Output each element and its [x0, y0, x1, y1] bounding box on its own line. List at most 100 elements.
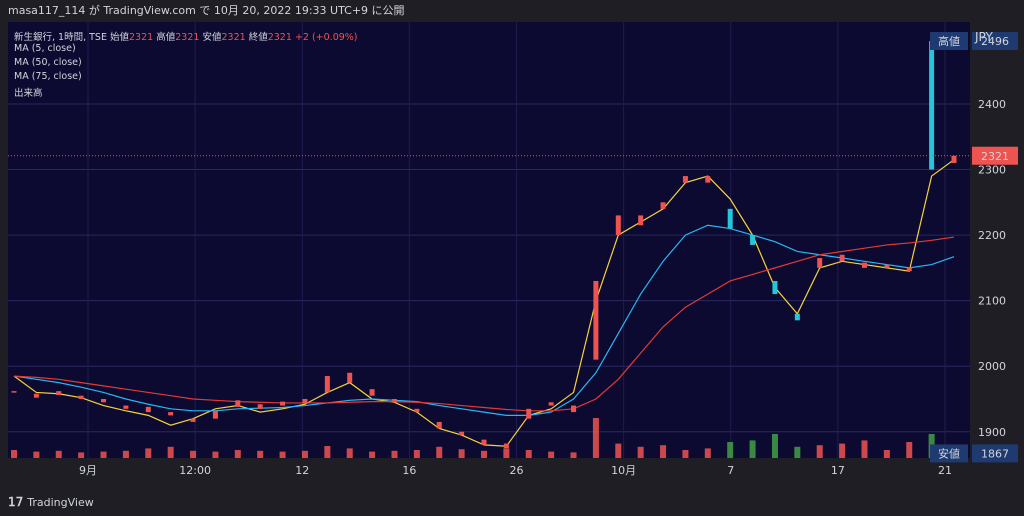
- legend-close-value: 2321: [267, 32, 292, 43]
- volume-bar: [122, 450, 129, 458]
- volume-bar: [682, 450, 689, 458]
- time-axis-background: [0, 458, 970, 488]
- candle: [548, 402, 554, 406]
- ma75-line: [13, 236, 955, 412]
- candle: [257, 404, 263, 409]
- legend-ma50[interactable]: MA (50, close): [14, 57, 82, 68]
- volume-bar: [906, 442, 913, 458]
- legend-high-value: 2321: [175, 32, 200, 43]
- low-tag-value: 1867: [981, 447, 1009, 460]
- volume-bar: [525, 450, 532, 458]
- ma50-line: [13, 224, 955, 416]
- volume-bar: [839, 443, 846, 458]
- high-tag-label: 高値: [938, 34, 960, 48]
- brand-label: TradingView: [27, 495, 94, 509]
- candle: [593, 280, 599, 360]
- volume-bar: [234, 450, 241, 458]
- legend-low-label: 安値: [202, 32, 222, 43]
- candle: [324, 376, 330, 393]
- candle: [571, 405, 577, 413]
- volume-bar: [346, 448, 353, 458]
- footer: 𝟣𝟩 TradingView: [0, 488, 1024, 516]
- volume-bar: [257, 450, 264, 458]
- volume-bar: [883, 450, 890, 458]
- candle: [391, 398, 397, 403]
- candle: [682, 176, 688, 183]
- candle: [11, 391, 17, 393]
- volume-bar: [548, 451, 555, 458]
- plot-background: [8, 22, 970, 458]
- x-tick-label: 26: [510, 464, 524, 477]
- volume-bar: [660, 445, 667, 458]
- volume-bar: [33, 451, 40, 458]
- candle: [638, 215, 644, 226]
- legend-change: +2 (+0.09%): [294, 32, 358, 43]
- tag-layer: 高値 2496 安値 1867 2321: [8, 32, 1018, 463]
- candle: [750, 235, 756, 245]
- grid: [8, 22, 970, 458]
- candle: [190, 418, 196, 422]
- candle: [459, 431, 465, 436]
- candle: [615, 215, 621, 236]
- candle: [123, 405, 129, 409]
- volume-bar: [637, 446, 644, 458]
- chart-svg[interactable]: 1900 2000 2100 2200 2300 2400 9月 12:00 12 16 26 10月…: [0, 22, 1024, 488]
- y-tick-label: 2000: [978, 360, 1006, 373]
- candle: [280, 401, 286, 406]
- volume-bar: [749, 440, 756, 458]
- legend-open-value: 2321: [129, 32, 154, 43]
- volume-bar: [727, 442, 734, 458]
- legend-high-label: 高値: [156, 32, 176, 43]
- legend-ma75[interactable]: MA (75, close): [14, 71, 82, 82]
- legend-main: 新生銀行, 1時間, TSE 始値2321 高値2321 安値2321 終値23…: [14, 29, 358, 43]
- y-tick-label: 1900: [978, 426, 1006, 439]
- y-tick-label: 2300: [978, 164, 1006, 177]
- candle: [56, 391, 62, 396]
- volume-bar: [413, 450, 420, 458]
- x-tick-label: 10月: [611, 464, 636, 477]
- legend-volume[interactable]: 出来高: [14, 88, 43, 99]
- candle: [101, 398, 107, 403]
- candle: [212, 410, 218, 419]
- volume-bar: [100, 451, 107, 458]
- candle: [168, 412, 174, 416]
- volume-bar: [704, 448, 711, 458]
- y-tick-label: 2200: [978, 229, 1006, 242]
- volume-bar: [481, 450, 487, 458]
- candle: [78, 395, 84, 399]
- candle: [369, 389, 375, 396]
- legend-ma5[interactable]: MA (5, close): [14, 43, 76, 54]
- y-tick-label: 2100: [978, 295, 1006, 308]
- chart-frame[interactable]: 1900 2000 2100 2200 2300 2400 9月 12:00 12 16 26 10月…: [0, 22, 1024, 488]
- candle-layer: [11, 41, 957, 449]
- volume-layer: [11, 418, 957, 458]
- high-tag-label-box: [930, 32, 968, 51]
- candle: [503, 443, 509, 449]
- volume-bar: [78, 452, 85, 458]
- candle: [33, 393, 39, 398]
- candle: [817, 258, 823, 268]
- legend-close-label: 終値: [248, 32, 268, 43]
- x-tick-label: 12: [295, 464, 309, 477]
- last-price-tag-value: 2321: [981, 150, 1009, 163]
- candle: [861, 262, 867, 268]
- volume-bar: [771, 434, 778, 458]
- x-tick-label: 16: [402, 464, 416, 477]
- candle: [414, 408, 420, 413]
- low-tag-label: 安値: [938, 446, 960, 460]
- volume-bar: [615, 443, 622, 458]
- tradingview-logo[interactable]: 𝟣𝟩 TradingView: [8, 495, 94, 509]
- volume-bar: [436, 446, 443, 458]
- low-tag-value-box: [972, 444, 1018, 463]
- candle: [660, 202, 666, 209]
- volume-bar: [861, 440, 868, 458]
- candle: [772, 280, 778, 295]
- candle: [705, 176, 711, 183]
- y-tick-label: 2400: [978, 98, 1006, 111]
- x-tick-label: 9月: [79, 464, 97, 477]
- volume-bar: [503, 448, 510, 458]
- x-tick-label: 12:00: [179, 464, 211, 477]
- last-price-tag-value-box: [972, 146, 1018, 165]
- x-tick-label: 21: [938, 464, 952, 477]
- currency-label: JPY: [975, 30, 993, 44]
